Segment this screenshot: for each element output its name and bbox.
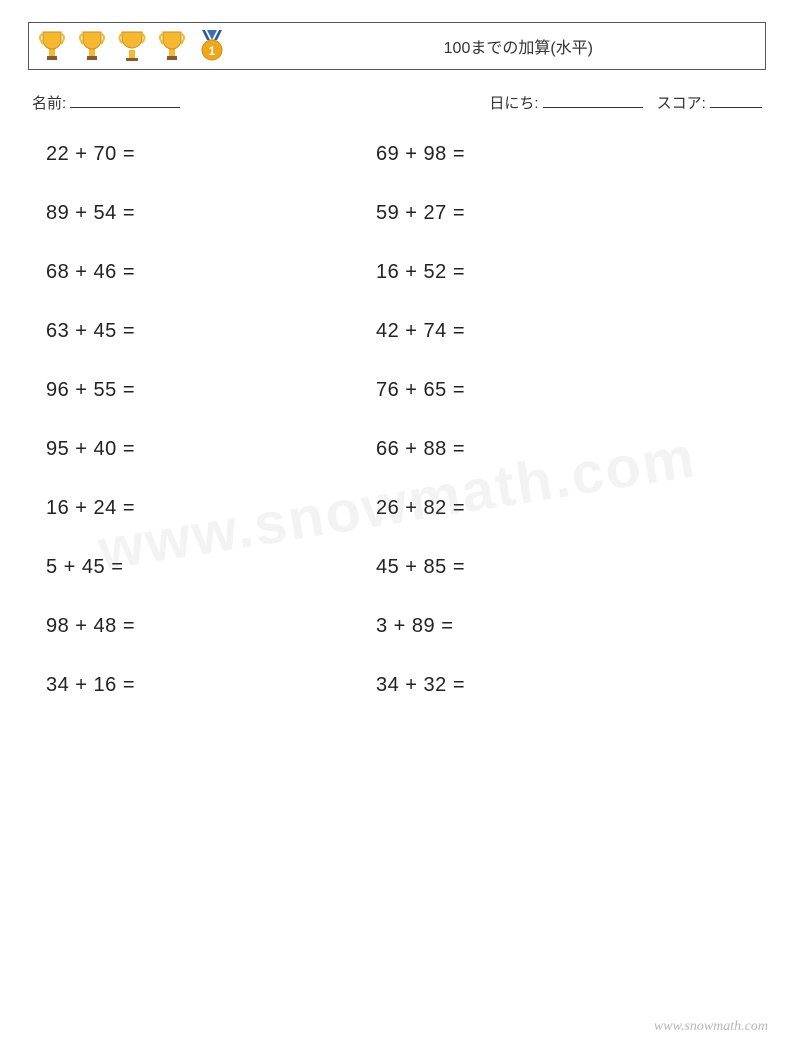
name-blank [70,94,180,108]
problem: 59 + 27 = [376,202,706,225]
trophy-cup-icon [117,28,147,64]
footer-url: www.snowmath.com [654,1019,768,1035]
problems-col-2: 69 + 98 = 59 + 27 = 16 + 52 = 42 + 74 = 76 +… [376,143,706,697]
problem: 42 + 74 = [376,320,706,343]
date-label: 日にち: [489,95,538,112]
worksheet-title: 100までの加算(水平) [444,34,753,58]
problem: 22 + 70 = [46,143,376,166]
problem: 5 + 45 = [46,556,376,579]
name-label: 名前: [32,95,66,112]
problem: 26 + 82 = [376,497,706,520]
header-box: 1 100までの加算(水平) [28,22,766,70]
date-blank [543,94,643,108]
problem: 3 + 89 = [376,615,706,638]
medal-icon: 1 [197,28,227,64]
info-row: 名前: 日にち: スコア: [32,92,762,113]
problem: 34 + 16 = [46,674,376,697]
name-field: 名前: [32,92,180,113]
trophy-icon [157,28,187,64]
problem: 34 + 32 = [376,674,706,697]
problem: 16 + 52 = [376,261,706,284]
problem: 76 + 65 = [376,379,706,402]
problem: 98 + 48 = [46,615,376,638]
problem: 68 + 46 = [46,261,376,284]
problem: 16 + 24 = [46,497,376,520]
score-label: スコア: [657,95,706,112]
svg-text:1: 1 [209,44,216,58]
trophy-icon [37,28,67,64]
trophy-icon [77,28,107,64]
problem: 95 + 40 = [46,438,376,461]
score-field: スコア: [657,92,762,113]
problem: 66 + 88 = [376,438,706,461]
score-blank [710,94,762,108]
problem: 45 + 85 = [376,556,706,579]
problems-col-1: 22 + 70 = 89 + 54 = 68 + 46 = 63 + 45 = 96 +… [46,143,376,697]
date-field: 日にち: [489,92,642,113]
trophy-row: 1 [37,28,227,64]
problem: 63 + 45 = [46,320,376,343]
problems-grid: 22 + 70 = 89 + 54 = 68 + 46 = 63 + 45 = 96 +… [46,143,766,697]
problem: 96 + 55 = [46,379,376,402]
problem: 89 + 54 = [46,202,376,225]
problem: 69 + 98 = [376,143,706,166]
